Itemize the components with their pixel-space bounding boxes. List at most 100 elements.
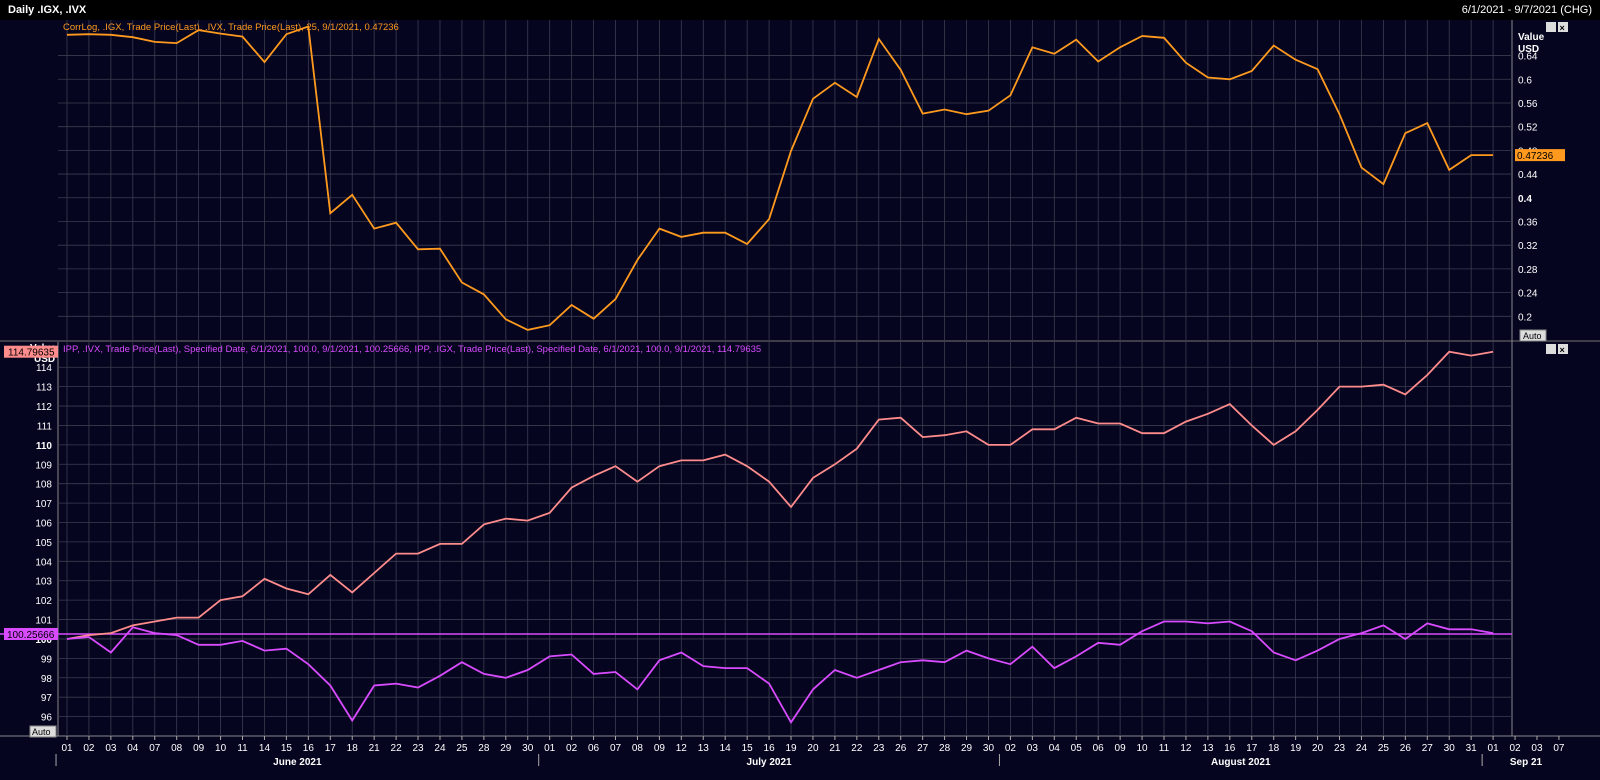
y-tick-label-top: 0.52: [1518, 123, 1538, 134]
x-tick-label: 01: [61, 743, 73, 754]
y-tick-label-bottom: 110: [36, 441, 53, 452]
y-tick-label-top: 0.56: [1518, 99, 1538, 110]
month-label: June 2021: [273, 757, 322, 768]
x-tick-label: 14: [259, 743, 271, 754]
x-tick-label: 05: [1071, 743, 1083, 754]
auto-button-top: [1519, 329, 1547, 342]
x-tick-label: 21: [369, 743, 381, 754]
y-axis-title-top: Value: [1518, 32, 1545, 43]
y-tick-label-bottom: 105: [35, 538, 52, 549]
y-tick-label-top: 0.2: [1518, 312, 1532, 323]
x-tick-label: 02: [83, 743, 95, 754]
close-glyph-top: ×: [1560, 23, 1565, 33]
x-tick-label: 10: [1136, 743, 1148, 754]
x-tick-label: 14: [720, 743, 732, 754]
x-tick-label: 03: [1531, 743, 1543, 754]
x-tick-label: 11: [237, 743, 248, 754]
x-tick-label: 12: [1180, 743, 1192, 754]
legend-bottom: IPP, .IVX, Trade Price(Last), Specified …: [63, 344, 761, 355]
x-tick-label: 21: [829, 743, 841, 754]
y-tick-label-bottom: 114: [36, 363, 52, 374]
x-tick-label: 18: [1268, 743, 1280, 754]
last-value-tag-ivx: [4, 627, 58, 640]
x-tick-label: 09: [1115, 743, 1127, 754]
auto-button-bottom: [29, 725, 57, 738]
x-tick-label: 15: [742, 743, 754, 754]
x-tick-label: 23: [1334, 743, 1346, 754]
chart-svg: 0.20.240.280.320.360.40.440.480.520.560.…: [0, 20, 1600, 780]
x-tick-label: 10: [215, 743, 227, 754]
x-tick-label: 23: [873, 743, 885, 754]
x-tick-label: 26: [1400, 743, 1412, 754]
x-tick-label: 27: [917, 743, 929, 754]
x-tick-label: 19: [1290, 743, 1302, 754]
x-tick-label: 04: [127, 743, 139, 754]
x-tick-label: 04: [1049, 743, 1061, 754]
x-tick-label: 02: [1005, 743, 1017, 754]
x-tick-label: 22: [851, 743, 863, 754]
y-tick-label-top: 0.24: [1518, 289, 1538, 300]
x-tick-label: 30: [983, 743, 995, 754]
y-tick-label-top: 0.4: [1518, 194, 1532, 205]
x-tick-label: 25: [1378, 743, 1390, 754]
x-tick-label: 30: [1444, 743, 1456, 754]
igx-series-line: [66, 350, 1494, 640]
y-tick-label-bottom: 107: [35, 499, 52, 510]
y-tick-label-bottom: 101: [35, 616, 52, 627]
x-tick-label: 07: [149, 743, 161, 754]
x-tick-label: 03: [1027, 743, 1039, 754]
close-glyph-bottom: ×: [1560, 345, 1565, 355]
y-tick-label-top: 0.64: [1518, 52, 1538, 63]
y-tick-label-bottom: 98: [41, 674, 53, 685]
ivx-series-line: [66, 620, 1494, 725]
x-tick-label: 28: [478, 743, 490, 754]
x-tick-label: 02: [1509, 743, 1521, 754]
y-tick-label-bottom: 111: [37, 421, 53, 432]
x-tick-label: 24: [1356, 743, 1368, 754]
x-tick-label: 28: [939, 743, 951, 754]
x-tick-label: 09: [654, 743, 666, 754]
x-tick-label: 27: [1422, 743, 1434, 754]
x-tick-label: 16: [1224, 743, 1236, 754]
y-tick-label-bottom: 108: [35, 480, 52, 491]
y-tick-label-bottom: 104: [35, 557, 52, 568]
x-tick-label: 20: [807, 743, 819, 754]
x-tick-label: 08: [632, 743, 644, 754]
y-tick-label-top: 0.36: [1518, 217, 1538, 228]
y-tick-label-top: 0.32: [1518, 241, 1538, 252]
y-axis-unit-bottom: USD: [34, 354, 55, 365]
x-tick-label: 13: [1202, 743, 1214, 754]
close-icon-top: [1558, 22, 1568, 32]
x-tick-label: 15: [281, 743, 293, 754]
date-range[interactable]: 6/1/2021 - 9/7/2021 (CHG): [1461, 4, 1592, 16]
x-tick-label: 09: [193, 743, 205, 754]
y-tick-label-bottom: 109: [35, 460, 52, 471]
y-tick-label-bottom: 106: [35, 519, 52, 530]
last-value-tag-igx: [4, 345, 58, 358]
x-tick-label: 29: [961, 743, 973, 754]
month-label: August 2021: [1211, 757, 1271, 768]
x-tick-label: 18: [347, 743, 359, 754]
title-bar: Daily .IGX, .IVX 6/1/2021 - 9/7/2021 (CH…: [0, 0, 1600, 21]
auto-label-bottom: Auto: [32, 727, 51, 737]
x-tick-label: 11: [1159, 743, 1170, 754]
x-tick-label: 03: [105, 743, 117, 754]
x-tick-label: 17: [1246, 743, 1258, 754]
auto-label-top: Auto: [1523, 331, 1542, 341]
y-axis-unit-top: USD: [1518, 44, 1539, 55]
last-value-label-igx: 114.79635: [8, 348, 55, 359]
y-tick-label-bottom: 113: [36, 383, 52, 394]
y-tick-label-top: 0.44: [1518, 170, 1538, 181]
month-label: July 2021: [747, 757, 792, 768]
x-tick-label: 29: [500, 743, 512, 754]
x-tick-label: 22: [391, 743, 403, 754]
x-tick-label: 12: [676, 743, 688, 754]
restore-icon-top: [1546, 22, 1556, 32]
last-value-label-top: 0.47236: [1517, 151, 1554, 162]
close-icon-bottom: [1558, 344, 1568, 354]
y-tick-label-bottom: 102: [35, 596, 52, 607]
y-tick-label-bottom: 103: [35, 577, 52, 588]
corrlog-series-line: [66, 25, 1494, 331]
chart-background: [0, 20, 1600, 780]
